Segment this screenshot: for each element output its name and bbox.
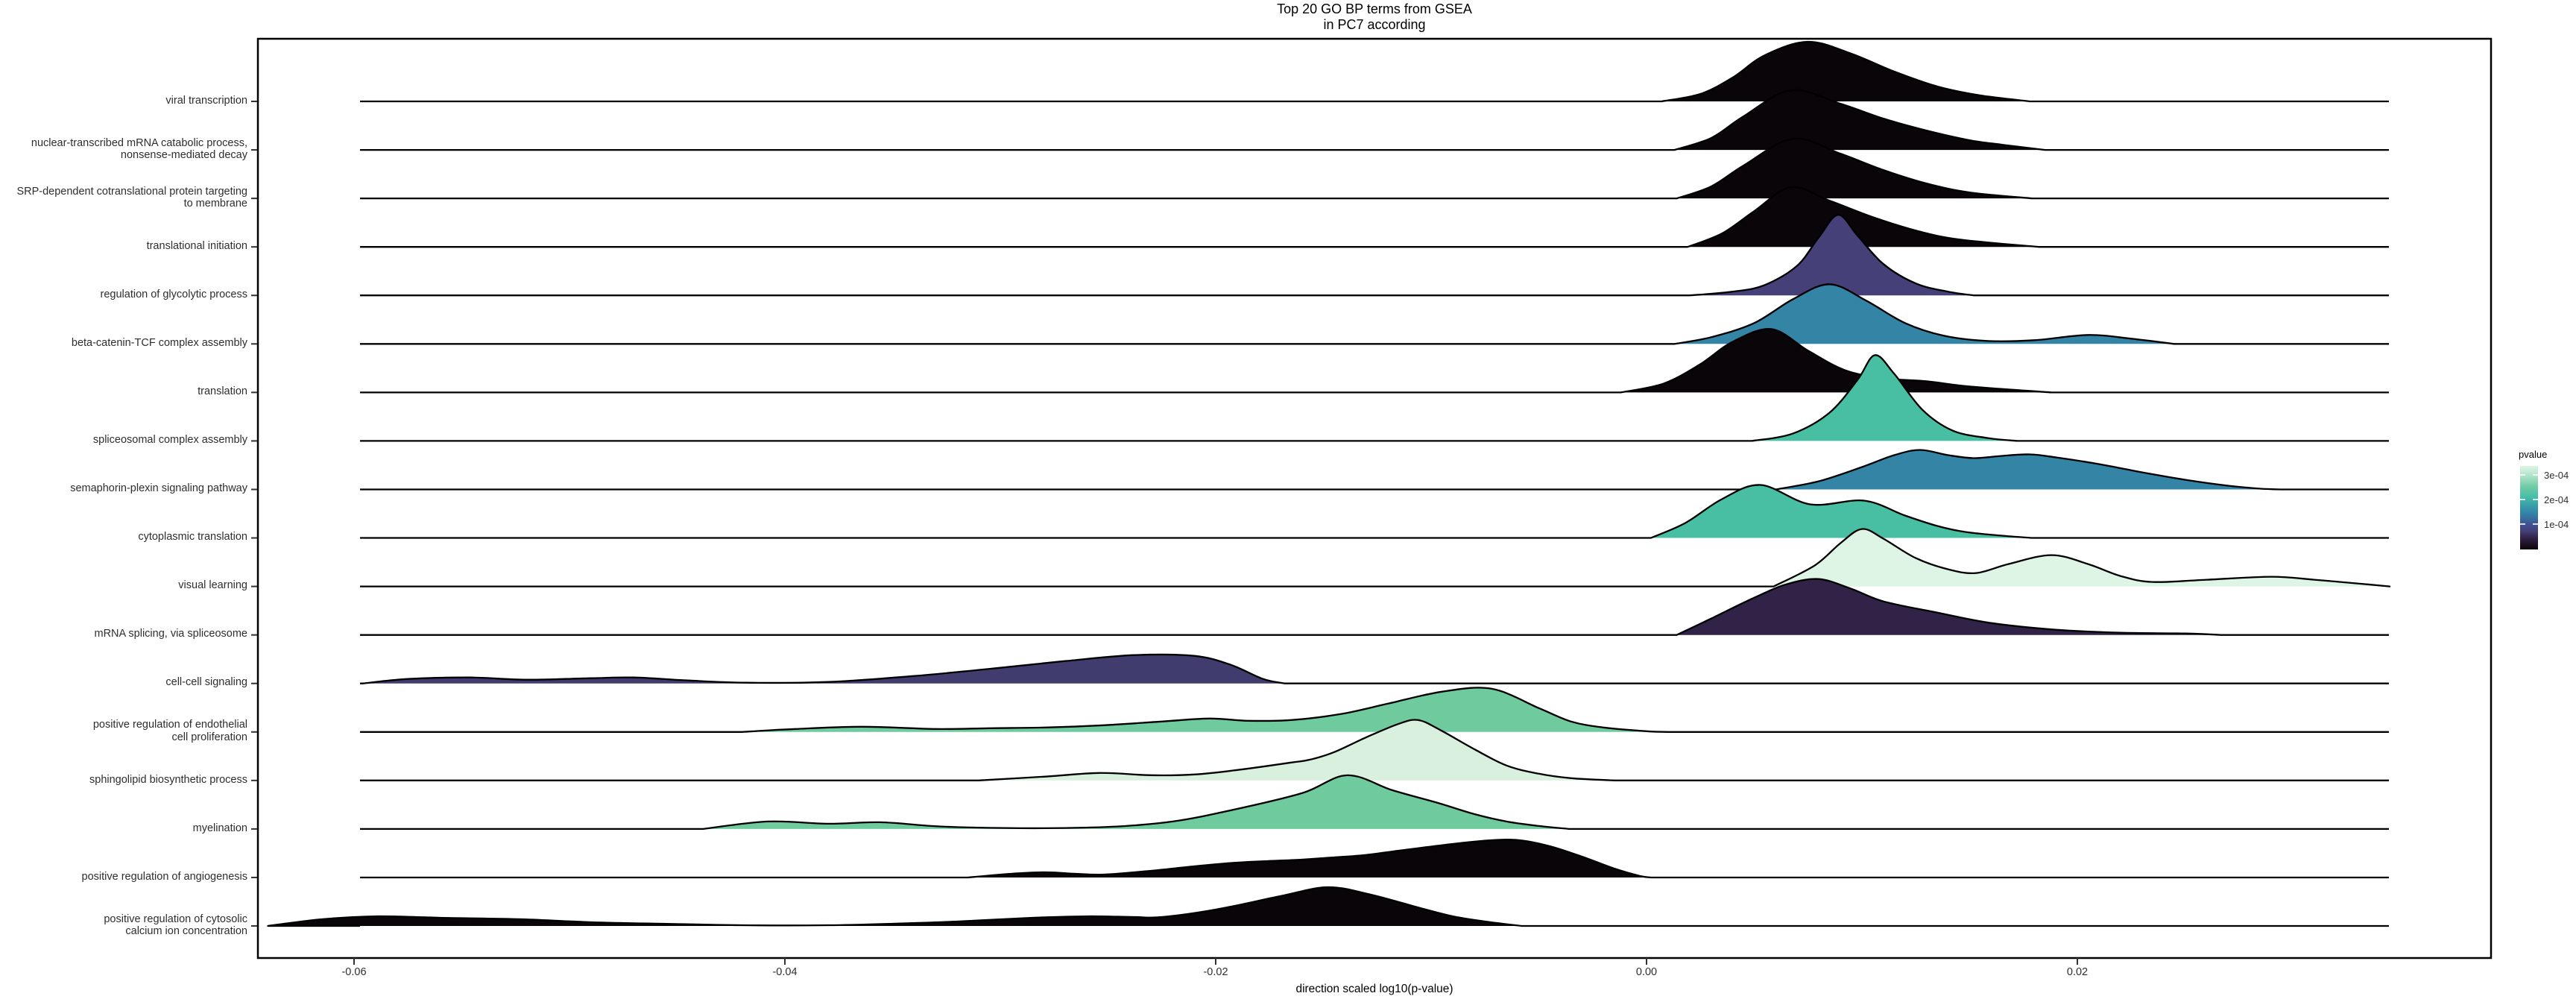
x-axis-title: direction scaled log10(p-value) — [1295, 983, 1453, 995]
legend-tick-label: 3e-04 — [2544, 469, 2569, 481]
density-ridge-1 — [360, 40, 2389, 103]
legend-tick-label: 2e-04 — [2544, 494, 2569, 505]
density-ridge-16 — [360, 774, 2389, 831]
y-axis-label: spliceosomal complex assembly — [92, 434, 247, 447]
y-axis-label: translation — [198, 385, 247, 398]
density-ridge-11 — [360, 528, 2391, 587]
y-axis-label: cell-cell signaling — [165, 676, 247, 689]
density-ridge-2 — [360, 89, 2389, 151]
density-ridge-17 — [360, 838, 2389, 879]
x-tick-label: -0.02 — [1203, 966, 1228, 978]
y-axis-label: viral transcription — [165, 94, 247, 107]
y-axis-label: myelination — [192, 822, 247, 834]
density-ridge-13 — [360, 653, 2389, 684]
y-axis-label: cytoplasmic translation — [138, 531, 247, 543]
y-axis-label: positive regulation of endothelial cell p… — [92, 719, 247, 743]
legend-colorbar — [2520, 466, 2538, 549]
x-tick-label: -0.06 — [341, 966, 367, 978]
density-ridge-15 — [360, 719, 2389, 781]
density-ridge-3 — [360, 137, 2389, 200]
chart-title-line2: in PC7 according — [1323, 17, 1426, 32]
y-axis-label: beta-catenin-TCF complex assembly — [71, 337, 247, 350]
density-ridge-9 — [360, 449, 2389, 491]
density-ridge-5 — [360, 214, 2389, 297]
x-tick-label: 0.00 — [1635, 966, 1658, 978]
density-ridge-6 — [360, 283, 2389, 345]
y-axis-label: regulation of glycolytic process — [100, 288, 247, 300]
y-axis-label: sphingolipid biosynthetic process — [89, 773, 247, 786]
density-ridge-8 — [360, 354, 2389, 442]
x-tick-label: -0.04 — [772, 966, 798, 978]
density-ridge-12 — [360, 578, 2389, 636]
y-axis-label: SRP-dependent cotranslational protein ta… — [16, 185, 247, 210]
density-ridge-18 — [267, 886, 2389, 927]
density-ridge-7 — [360, 328, 2389, 394]
x-tick-label: 0.02 — [2066, 966, 2089, 978]
chart-title: Top 20 GO BP terms from GSEA in PC7 acco… — [1076, 1, 1673, 33]
density-ridge-14 — [360, 687, 2389, 733]
chart-title-line1: Top 20 GO BP terms from GSEA — [1277, 1, 1472, 16]
legend-tick-label: 1e-04 — [2544, 518, 2569, 530]
y-axis-label: semaphorin-plexin signaling pathway — [70, 482, 247, 495]
y-axis-label: translational initiation — [146, 239, 247, 252]
density-ridge-4 — [360, 186, 2389, 248]
y-axis-label: nuclear-transcribed mRNA catabolic proce… — [31, 136, 247, 162]
y-axis-label: positive regulation of angiogenesis — [81, 870, 247, 883]
y-axis-label: mRNA splicing, via spliceosome — [94, 628, 248, 640]
y-axis-label: visual learning — [178, 579, 247, 592]
y-axis-label: positive regulation of cytosolic calcium … — [104, 913, 247, 938]
legend-title: pvalue — [2519, 449, 2548, 460]
density-ridge-10 — [360, 484, 2389, 539]
